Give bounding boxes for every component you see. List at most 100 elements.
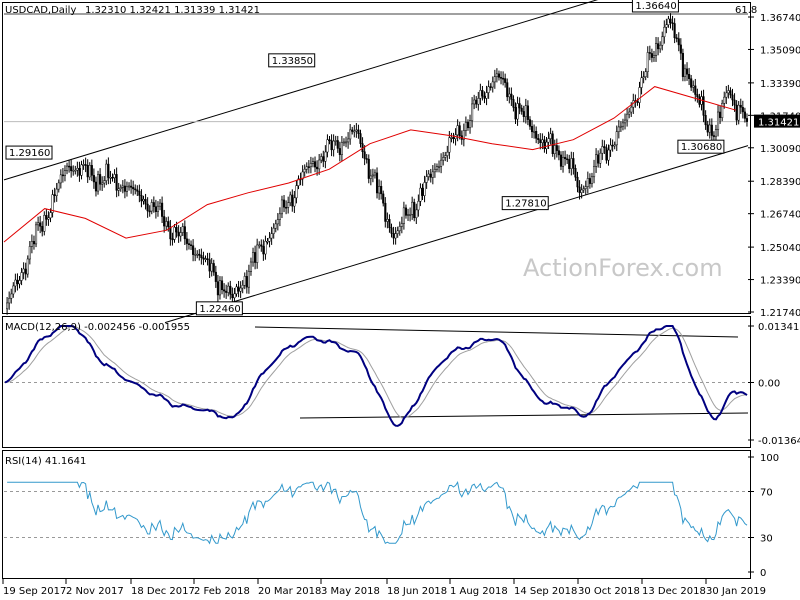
candle-body	[520, 107, 523, 112]
candle-body	[475, 99, 478, 105]
candle-body	[400, 223, 403, 227]
annotation-box	[268, 53, 316, 68]
candle-body	[493, 76, 496, 83]
candle-body	[99, 174, 102, 185]
candle-body	[285, 206, 288, 209]
candle-body	[495, 73, 498, 77]
candle-body	[564, 157, 567, 160]
candle-body	[398, 226, 401, 232]
candle-body	[251, 252, 255, 263]
date-axis-label: 1 Aug 2018	[450, 586, 508, 597]
chart-ohlc: 1.32310 1.32421 1.31339 1.31421	[85, 5, 260, 16]
candle-body	[12, 285, 15, 295]
candle-body	[615, 131, 618, 146]
annotation-box	[677, 139, 725, 154]
candle-body	[367, 158, 370, 179]
candle-body	[165, 221, 168, 227]
annotation-label: 1.22460	[199, 304, 240, 315]
candle-body	[679, 44, 682, 54]
candle-body	[309, 163, 312, 168]
channel-lower-line	[164, 145, 749, 324]
candle-body	[109, 177, 112, 179]
candle-body	[6, 302, 9, 310]
candle-body	[471, 103, 474, 121]
candle-body	[63, 170, 67, 177]
candle-body	[210, 263, 213, 272]
candle-body	[134, 188, 137, 191]
candle-body	[278, 213, 281, 220]
candle-body	[336, 140, 339, 149]
candle-body	[661, 36, 664, 46]
candle-body	[117, 188, 120, 191]
candle-body	[735, 104, 738, 121]
candle-body	[692, 85, 695, 88]
candle-body	[652, 55, 656, 58]
candle-body	[322, 156, 325, 162]
candle-body	[200, 255, 203, 258]
candle-body	[295, 185, 298, 199]
candle-body	[514, 107, 517, 120]
candle-body	[171, 238, 174, 241]
candle-body	[330, 140, 333, 151]
candle-body	[644, 71, 647, 77]
candle-body	[127, 185, 131, 188]
candle-body	[599, 152, 602, 164]
candle-body	[423, 182, 426, 196]
candle-body	[76, 168, 79, 171]
channel-upper-line	[3, 0, 599, 181]
candle-body	[636, 101, 639, 103]
candle-body	[59, 174, 62, 184]
candle-body	[218, 280, 222, 296]
candle-body	[326, 139, 329, 153]
candle-body	[130, 185, 133, 188]
candle-body	[158, 202, 162, 207]
candle-body	[113, 174, 116, 179]
candle-body	[61, 174, 64, 177]
candle-body	[721, 103, 724, 118]
candle-body	[349, 129, 352, 140]
candle-body	[375, 172, 379, 194]
candle-body	[353, 130, 356, 133]
candle-body	[340, 142, 343, 155]
candle-body	[45, 215, 48, 220]
candle-body	[32, 241, 36, 245]
candle-body	[138, 191, 141, 196]
candle-body	[175, 227, 178, 233]
candle-body	[710, 124, 713, 136]
fib-label: 61.8	[735, 5, 757, 16]
candle-body	[741, 107, 744, 113]
candle-body	[123, 185, 126, 192]
candle-body	[553, 145, 556, 155]
candle-body	[167, 221, 170, 228]
candle-body	[677, 38, 680, 46]
candle-body	[103, 180, 106, 184]
candle-body	[510, 93, 513, 100]
candle-body	[421, 187, 424, 196]
candle-body	[402, 207, 405, 224]
candle-body	[442, 157, 445, 161]
candle-body	[468, 120, 472, 129]
candle-body	[561, 157, 565, 167]
candle-body	[293, 197, 296, 207]
candle-body	[144, 199, 147, 205]
candle-body	[78, 168, 81, 176]
candle-body	[712, 135, 715, 137]
candle-body	[646, 52, 649, 72]
candle-body	[547, 138, 550, 143]
candle-body	[243, 276, 246, 286]
candle-body	[619, 125, 622, 128]
candle-body	[239, 287, 242, 292]
annotation-box	[195, 301, 243, 316]
candle-body	[413, 201, 416, 219]
candle-body	[47, 217, 50, 220]
candle-body	[291, 194, 294, 207]
candle-body	[539, 139, 542, 143]
candle-body	[607, 149, 610, 161]
candle-body	[90, 165, 93, 176]
candle-body	[411, 201, 414, 215]
candle-body	[580, 189, 583, 193]
candle-body	[249, 261, 253, 272]
macd-panel-frame	[2, 316, 751, 448]
candle-body	[702, 96, 705, 116]
candle-body	[491, 81, 494, 88]
